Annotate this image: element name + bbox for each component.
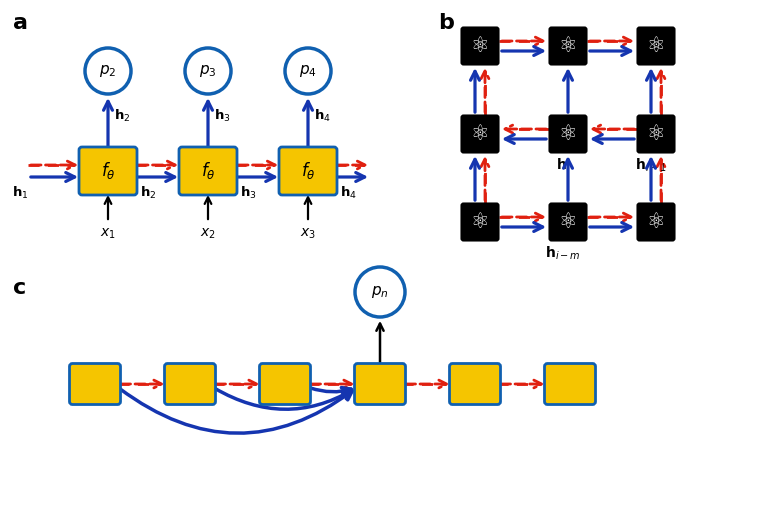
FancyBboxPatch shape: [70, 363, 121, 404]
Text: ⚛: ⚛: [647, 36, 666, 56]
Text: $p_4$: $p_4$: [299, 63, 317, 79]
Text: ⚛: ⚛: [471, 124, 490, 144]
FancyBboxPatch shape: [179, 147, 237, 195]
Circle shape: [85, 48, 131, 94]
Text: $f_{\theta}$: $f_{\theta}$: [301, 160, 316, 181]
FancyBboxPatch shape: [461, 204, 499, 240]
Circle shape: [355, 267, 405, 317]
FancyBboxPatch shape: [449, 363, 500, 404]
Text: $\mathbf{h}_4$: $\mathbf{h}_4$: [314, 108, 331, 124]
FancyBboxPatch shape: [550, 116, 587, 153]
Text: ⚛: ⚛: [471, 212, 490, 232]
Text: ⚛: ⚛: [647, 124, 666, 144]
Text: $\mathbf{h}_3$: $\mathbf{h}_3$: [214, 108, 231, 124]
FancyBboxPatch shape: [550, 204, 587, 240]
Circle shape: [185, 48, 231, 94]
Text: b: b: [438, 13, 454, 33]
Text: $x_2$: $x_2$: [200, 227, 216, 241]
Text: $f_{\theta}$: $f_{\theta}$: [101, 160, 115, 181]
Text: $\mathbf{h}_4$: $\mathbf{h}_4$: [340, 185, 357, 201]
FancyBboxPatch shape: [544, 363, 596, 404]
Text: ⚛: ⚛: [647, 212, 666, 232]
FancyBboxPatch shape: [461, 27, 499, 65]
FancyBboxPatch shape: [550, 27, 587, 65]
FancyBboxPatch shape: [638, 27, 675, 65]
Text: $x_1$: $x_1$: [100, 227, 116, 241]
Text: $p_3$: $p_3$: [199, 63, 217, 79]
Circle shape: [285, 48, 331, 94]
Text: ⚛: ⚛: [471, 36, 490, 56]
Text: ⚛: ⚛: [559, 36, 578, 56]
FancyBboxPatch shape: [354, 363, 405, 404]
Text: $\mathbf{h}_i$: $\mathbf{h}_i$: [556, 157, 570, 175]
FancyBboxPatch shape: [638, 116, 675, 153]
Text: $f_{\theta}$: $f_{\theta}$: [200, 160, 216, 181]
FancyBboxPatch shape: [260, 363, 310, 404]
FancyBboxPatch shape: [165, 363, 216, 404]
Text: ⚛: ⚛: [559, 124, 578, 144]
Text: c: c: [13, 278, 27, 298]
FancyBboxPatch shape: [638, 204, 675, 240]
Text: $\mathbf{h}_{i-m}$: $\mathbf{h}_{i-m}$: [545, 245, 581, 262]
FancyBboxPatch shape: [79, 147, 137, 195]
Text: $x_3$: $x_3$: [300, 227, 316, 241]
Text: $p_2$: $p_2$: [99, 63, 117, 79]
Text: $\mathbf{h}_3$: $\mathbf{h}_3$: [240, 185, 257, 201]
Text: $\mathbf{h}_2$: $\mathbf{h}_2$: [114, 108, 131, 124]
Text: $p_n$: $p_n$: [371, 284, 389, 300]
Text: $\mathbf{h}_1$: $\mathbf{h}_1$: [11, 185, 28, 201]
Text: $\mathbf{h}_2$: $\mathbf{h}_2$: [140, 185, 156, 201]
Text: ⚛: ⚛: [559, 212, 578, 232]
Text: a: a: [13, 13, 28, 33]
Text: $\mathbf{h}_{i-1}$: $\mathbf{h}_{i-1}$: [635, 157, 667, 175]
FancyBboxPatch shape: [461, 116, 499, 153]
FancyBboxPatch shape: [279, 147, 337, 195]
